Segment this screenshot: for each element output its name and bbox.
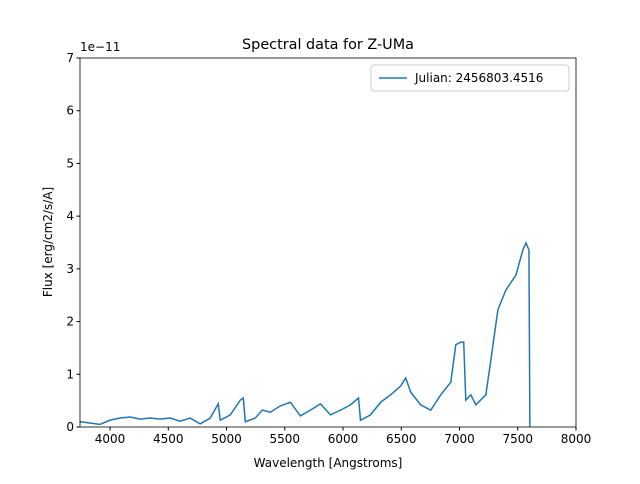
axes-frame xyxy=(79,57,577,428)
legend-label: Julian: 2456803.4516 xyxy=(414,71,543,85)
x-tick-label: 4500 xyxy=(153,432,184,446)
chart-title: Spectral data for Z-UMa xyxy=(242,37,414,53)
y-tick-label: 4 xyxy=(66,209,74,223)
y-tick-label: 6 xyxy=(66,104,74,118)
y-tick-label: 7 xyxy=(66,51,74,65)
x-axis-label: Wavelength [Angstroms] xyxy=(254,456,403,470)
x-tick-label: 7000 xyxy=(444,432,475,446)
offset-label: 1e−11 xyxy=(80,40,120,54)
y-tick-label: 3 xyxy=(66,262,74,276)
y-tick-label: 1 xyxy=(66,367,74,381)
x-tick-label: 6500 xyxy=(386,432,417,446)
y-tick-label: 5 xyxy=(66,156,74,170)
x-tick-label: 5000 xyxy=(211,432,242,446)
x-tick-label: 5500 xyxy=(270,432,301,446)
y-axis-label: Flux [erg/cm2/s/A] xyxy=(41,187,55,297)
x-tick-label: 7500 xyxy=(502,432,533,446)
y-tick-label: 2 xyxy=(66,315,74,329)
x-tick-label: 8000 xyxy=(561,432,592,446)
series-line xyxy=(80,241,531,427)
legend-box xyxy=(370,64,570,92)
x-tick-label: 6000 xyxy=(328,432,359,446)
x-tick-label: 4000 xyxy=(95,432,126,446)
y-tick-label: 0 xyxy=(66,420,74,434)
